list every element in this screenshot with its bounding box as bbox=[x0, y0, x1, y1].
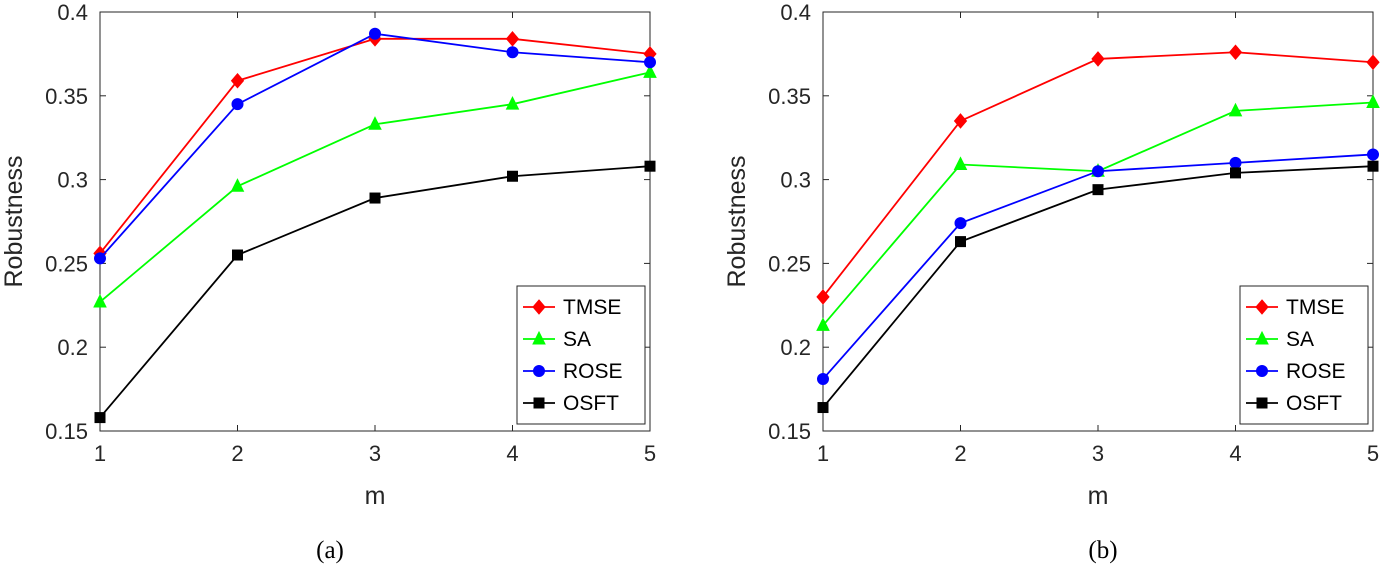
y-tick-label: 0.15 bbox=[45, 419, 88, 444]
legend-marker-sa bbox=[1255, 330, 1269, 345]
data-point-sa bbox=[368, 116, 382, 130]
series-rose bbox=[94, 27, 656, 265]
data-point-osft bbox=[817, 402, 829, 414]
data-point-tmse bbox=[816, 289, 830, 305]
x-tick-label: 2 bbox=[954, 441, 966, 466]
data-point-osft bbox=[644, 160, 656, 172]
series-tmse bbox=[93, 31, 657, 262]
data-point-tmse bbox=[505, 31, 520, 47]
x-tick-label: 5 bbox=[1367, 441, 1379, 466]
legend-marker-osft bbox=[1256, 397, 1268, 409]
data-point-osft bbox=[1230, 167, 1241, 179]
data-point-rose bbox=[369, 27, 381, 40]
x-axis-label: m bbox=[365, 482, 386, 510]
series-line-sa bbox=[99, 71, 651, 303]
legend-label: SA bbox=[1286, 328, 1314, 351]
series-tmse bbox=[816, 44, 1380, 305]
legend-label: ROSE bbox=[563, 360, 623, 383]
y-tick-label: 0.2 bbox=[780, 335, 811, 360]
y-tick-label: 0.35 bbox=[768, 84, 811, 109]
data-point-osft bbox=[507, 170, 518, 182]
data-point-rose bbox=[506, 46, 519, 59]
data-point-rose bbox=[817, 373, 829, 386]
legend-marker-tmse bbox=[1255, 299, 1269, 315]
data-point-rose bbox=[231, 98, 244, 111]
legend-marker-sa bbox=[532, 330, 546, 345]
y-tick-label: 0.25 bbox=[768, 251, 811, 276]
data-point-tmse bbox=[1228, 44, 1243, 60]
data-point-rose bbox=[1229, 156, 1242, 169]
data-point-tmse bbox=[953, 113, 968, 129]
x-tick-label: 4 bbox=[506, 441, 518, 466]
y-tick-label: 0.35 bbox=[45, 84, 88, 109]
y-tick-label: 0.2 bbox=[57, 335, 88, 360]
legend: TMSE SA ROSE OSFT bbox=[1239, 285, 1369, 425]
x-tick-label: 4 bbox=[1229, 441, 1241, 466]
data-point-sa bbox=[953, 156, 968, 171]
legend: TMSE SA ROSE OSFT bbox=[516, 285, 646, 425]
data-point-rose bbox=[954, 217, 967, 230]
y-axis-label: Robustness bbox=[723, 155, 751, 287]
data-point-sa bbox=[1366, 94, 1380, 109]
data-point-osft bbox=[369, 192, 381, 204]
x-tick-label: 3 bbox=[1092, 441, 1104, 466]
series-line-rose bbox=[99, 32, 651, 259]
panel-caption: (b) bbox=[1088, 537, 1117, 564]
y-tick-label: 0.3 bbox=[780, 168, 811, 193]
series-rose bbox=[817, 148, 1379, 386]
data-point-sa bbox=[505, 96, 520, 110]
data-point-sa bbox=[816, 317, 830, 331]
x-tick-label: 2 bbox=[231, 441, 243, 466]
data-point-tmse bbox=[1366, 54, 1380, 71]
x-axis-label: m bbox=[1088, 482, 1109, 510]
legend-marker-osft bbox=[533, 397, 545, 409]
x-tick-label: 1 bbox=[817, 441, 829, 466]
data-point-tmse bbox=[1091, 51, 1105, 67]
y-tick-label: 0.4 bbox=[780, 0, 811, 25]
data-point-rose bbox=[1367, 148, 1379, 161]
series-sa bbox=[93, 64, 657, 308]
data-point-rose bbox=[644, 56, 656, 69]
legend-label: OSFT bbox=[1286, 392, 1342, 415]
legend-marker-tmse bbox=[532, 299, 546, 315]
data-point-rose bbox=[94, 252, 106, 265]
y-tick-label: 0.25 bbox=[45, 251, 88, 276]
legend-label: TMSE bbox=[1286, 296, 1344, 319]
legend-label: OSFT bbox=[563, 392, 619, 415]
y-tick-label: 0.15 bbox=[768, 419, 811, 444]
data-point-sa bbox=[643, 64, 657, 78]
data-point-osft bbox=[1367, 160, 1379, 172]
data-point-sa bbox=[1228, 102, 1243, 117]
chart-panel-a: 1 2 3 4 5 0.15 0.2 0.25 0.3 0.35 0.4 m Robustness TMS… bbox=[0, 0, 657, 564]
data-point-osft bbox=[232, 249, 243, 261]
legend-label: TMSE bbox=[563, 296, 621, 319]
data-point-osft bbox=[1092, 184, 1104, 196]
data-point-tmse bbox=[230, 72, 245, 89]
data-point-sa bbox=[93, 293, 107, 308]
data-point-sa bbox=[230, 178, 245, 192]
series-line-tmse bbox=[99, 37, 651, 254]
legend-label: ROSE bbox=[1286, 360, 1346, 383]
data-point-rose bbox=[1092, 165, 1104, 178]
x-tick-label: 5 bbox=[644, 441, 656, 466]
y-axis-label: Robustness bbox=[0, 155, 28, 287]
chart-panel-b: 1 2 3 4 5 0.15 0.2 0.25 0.3 0.35 0.4 m Robustness TMS… bbox=[723, 0, 1380, 564]
x-tick-label: 3 bbox=[369, 441, 381, 466]
y-tick-label: 0.4 bbox=[57, 0, 88, 25]
y-tick-label: 0.3 bbox=[57, 168, 88, 193]
legend-marker-rose bbox=[533, 365, 545, 377]
series-osft bbox=[94, 160, 656, 424]
panel-caption: (a) bbox=[316, 537, 344, 564]
x-tick-label: 1 bbox=[94, 441, 106, 466]
legend-label: SA bbox=[563, 328, 591, 351]
legend-marker-rose bbox=[1256, 365, 1268, 377]
data-point-osft bbox=[955, 236, 966, 248]
data-point-osft bbox=[94, 412, 106, 424]
series-osft bbox=[817, 160, 1379, 414]
